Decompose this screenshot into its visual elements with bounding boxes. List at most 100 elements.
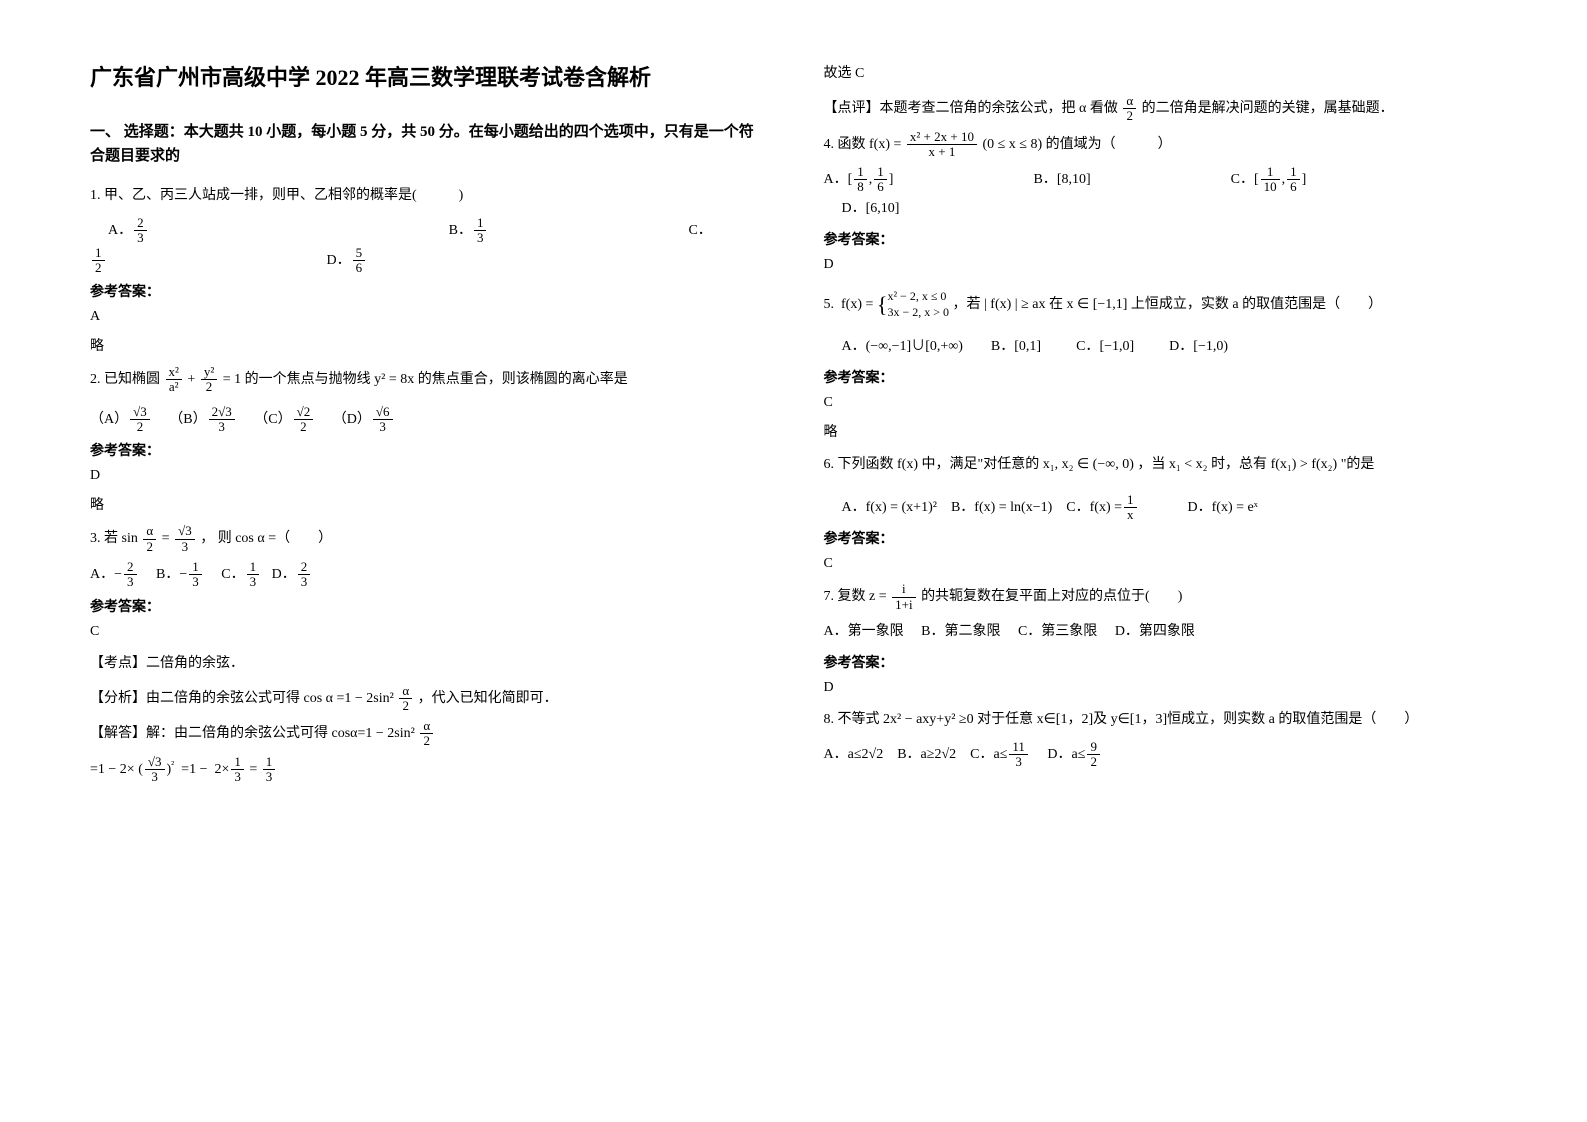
- q4-D: D．: [842, 201, 866, 216]
- q5-fx: f(x) =: [841, 297, 873, 312]
- q6-gt: f(x₁) > f(x₂): [1271, 457, 1338, 472]
- q5-A: A．: [842, 339, 866, 354]
- q8-C: C．a≤: [970, 747, 1007, 762]
- q6-ans: C: [824, 556, 1498, 572]
- q5-b: ，若: [953, 297, 981, 312]
- q4-A-c: ,: [869, 172, 873, 187]
- q6-D: D．: [1188, 500, 1212, 515]
- q1-B-frac: 13: [474, 216, 487, 246]
- left-column: 广东省广州市高级中学 2022 年高三数学理联考试卷含解析 一、 选择题：本大题…: [90, 60, 764, 790]
- q2-text-a: 2. 已知椭圆: [90, 372, 160, 387]
- q4-A-f2: 16: [874, 165, 887, 195]
- q7-A: A．第一象限: [824, 624, 904, 639]
- q3-ans-label: 参考答案：: [90, 596, 764, 616]
- q3-C: C．: [221, 567, 244, 582]
- q6-lt: x₁ < x₂: [1169, 457, 1208, 472]
- q3-jieda-a: 【解答】解：由二倍角的余弦公式可得 cosα=1 − 2sin²: [90, 726, 415, 741]
- q5-note: 略: [824, 421, 1498, 441]
- q4-domain: (0 ≤ x ≤ 8): [982, 137, 1042, 152]
- q2-B-frac: 2√33: [209, 405, 235, 435]
- q3-fenxi-frac: α2: [399, 684, 412, 714]
- q8-As: √2: [869, 747, 884, 762]
- q2-plus: +: [187, 372, 195, 387]
- q2-text-c: 的焦点重合，则该椭圆的离心率是: [418, 372, 628, 387]
- q5-Cv: [−1,0]: [1099, 339, 1134, 354]
- q7-ans-label: 参考答案：: [824, 652, 1498, 672]
- q6-Dv: f(x) = eˣ: [1212, 500, 1258, 515]
- q6-stem: 6. 下列函数 f(x) 中，满足"对任意的 x₁, x₂ ∈ (−∞, 0) …: [824, 451, 1498, 479]
- q4-stem: 4. 函数 f(x) = x² + 2x + 10x + 1 (0 ≤ x ≤ …: [824, 130, 1498, 160]
- q6-e: "的是: [1341, 457, 1375, 472]
- q2-A: （A）: [90, 412, 128, 427]
- q4-B-v: [8,10]: [1057, 172, 1091, 187]
- q3-D: D．: [272, 567, 296, 582]
- q6-B: B．: [951, 500, 974, 515]
- q2-note: 略: [90, 494, 764, 514]
- q5-c2: 3x − 2, x > 0: [887, 305, 949, 319]
- q1-stem: 1. 甲、乙、丙三人站成一排，则甲、乙相邻的概率是( ): [90, 182, 764, 210]
- q2-eq1: = 1: [223, 372, 241, 387]
- q3-dp-a: 【点评】本题考查二倍角的余弦公式，把 α 看做: [824, 101, 1118, 116]
- q3-A: A．−: [90, 567, 122, 582]
- q4-C-f1: 110: [1261, 165, 1280, 195]
- q8-C-frac: 113: [1009, 740, 1028, 770]
- q6-options: A．f(x) = (x+1)² B．f(x) = ln(x−1) C．f(x) …: [824, 493, 1498, 523]
- q3-fenxi-a: 【分析】由二倍角的余弦公式可得 cos α =1 − 2sin²: [90, 691, 394, 706]
- q8-D: D．a≤: [1047, 747, 1085, 762]
- q2-text-b: 的一个焦点与抛物线: [245, 372, 371, 387]
- q4-ans-label: 参考答案：: [824, 229, 1498, 249]
- q7-frac: i1+i: [892, 582, 915, 612]
- q6-C: C．: [1066, 500, 1089, 515]
- q2-C: （C）: [254, 412, 291, 427]
- q3-B-frac: 13: [189, 560, 202, 590]
- q5-options: A．(−∞,−1]∪[0,+∞) B．[0,1] C．[−1,0] D．[−1,…: [824, 333, 1498, 361]
- q2-ans-label: 参考答案：: [90, 440, 764, 460]
- q2-frac1: x²a²: [166, 365, 182, 395]
- q4-C-l: [: [1254, 172, 1259, 187]
- q6-b: 中，满足"对任意的: [922, 457, 1040, 472]
- q3-fenxi-b: ，代入已知化简即可．: [418, 691, 558, 706]
- q2-frac2: y²2: [201, 365, 217, 395]
- exam-page: 广东省广州市高级中学 2022 年高三数学理联考试卷含解析 一、 选择题：本大题…: [0, 0, 1587, 850]
- q7-D: D．第四象限: [1115, 624, 1195, 639]
- q2-ans: D: [90, 468, 764, 484]
- q2-C-frac: √22: [294, 405, 314, 435]
- q3-dp-b: 的二倍角是解决问题的关键，属基础题．: [1142, 101, 1394, 116]
- q4-ans: D: [824, 257, 1498, 273]
- q4-A-f1: 18: [854, 165, 867, 195]
- brace-icon: {: [877, 283, 888, 327]
- q2-options: （A）√32 （B）2√33 （C）√22 （D）√63: [90, 405, 764, 435]
- q5-c: 在: [1049, 297, 1063, 312]
- q4-D-v: [6,10]: [866, 201, 900, 216]
- q6-a: 6. 下列函数: [824, 457, 894, 472]
- q1-C-label: C．: [688, 223, 711, 238]
- q7-stem: 7. 复数 z = i1+i 的共轭复数在复平面上对应的点位于( ): [824, 582, 1498, 612]
- q1-D-frac: 56: [353, 246, 366, 276]
- q6-C-frac: 1x: [1124, 493, 1137, 523]
- q3-A-frac: 23: [124, 560, 137, 590]
- q7-options: A．第一象限 B．第二象限 C．第三象限 D．第四象限: [824, 618, 1498, 646]
- q6-Cp: f(x) =: [1090, 500, 1122, 515]
- q3-text-a: 3. 若 sin: [90, 531, 138, 546]
- q8-options: A．a≤2√2 B．a≥2√2 C．a≤113 D．a≤92: [824, 740, 1498, 770]
- q1-ans-label: 参考答案：: [90, 281, 764, 301]
- q5-Dv: [−1,0): [1193, 339, 1228, 354]
- q5-B: B．: [991, 339, 1014, 354]
- q7-B: B．第二象限: [921, 624, 1000, 639]
- q5-Av: (−∞,−1]∪[0,+∞): [866, 339, 963, 354]
- q5-cases: x² − 2, x ≤ 03x − 2, x > 0: [887, 289, 949, 320]
- q5-set: x ∈ [−1,1]: [1067, 297, 1128, 312]
- section-1-heading: 一、 选择题：本大题共 10 小题，每小题 5 分，共 50 分。在每小题给出的…: [90, 120, 764, 168]
- q6-A: A．: [842, 500, 866, 515]
- q6-x12: x₁, x₂ ∈ (−∞, 0): [1043, 457, 1134, 472]
- q4-A-r: ]: [889, 172, 894, 187]
- q3-kaodian: 【考点】二倍角的余弦．: [90, 650, 764, 678]
- q5-a: 5.: [824, 297, 835, 312]
- q3-dianping: 【点评】本题考查二倍角的余弦公式，把 α 看做 α2 的二倍角是解决问题的关键，…: [824, 94, 1498, 124]
- q1-A-frac: 23: [134, 216, 147, 246]
- q4-A-l: [: [848, 172, 853, 187]
- q6-Bv: f(x) = ln(x−1): [974, 500, 1052, 515]
- q4-fx: f(x) =: [869, 137, 901, 152]
- q1-ans: A: [90, 309, 764, 325]
- q3-ans: C: [90, 624, 764, 640]
